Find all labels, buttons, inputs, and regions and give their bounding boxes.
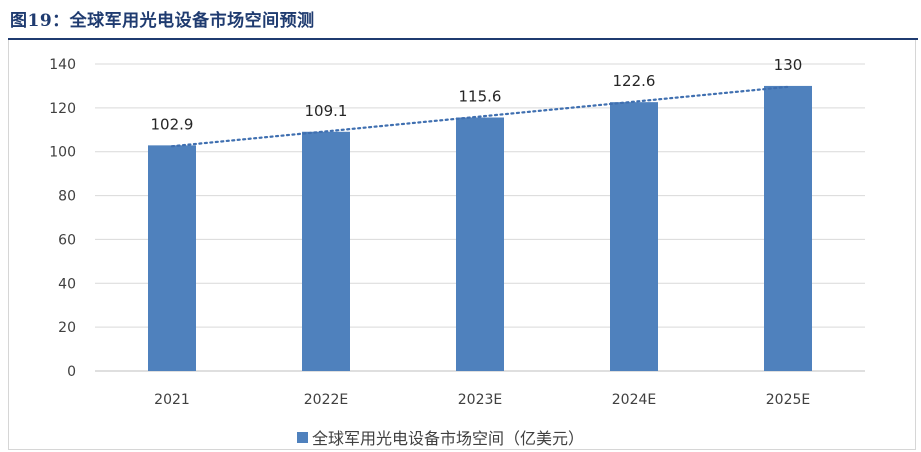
x-axis-ticks: 2021 2022E 2023E 2024E 2025E: [154, 392, 810, 408]
bar: [764, 85, 812, 371]
bar: [610, 102, 658, 372]
x-tick-label: 2022E: [304, 392, 348, 408]
bar-value-label: 130: [774, 56, 803, 74]
x-tick-label: 2023E: [458, 392, 502, 408]
legend-label: 全球军用光电设备市场空间（亿美元）: [312, 429, 585, 448]
y-tick-label: 100: [49, 145, 76, 161]
y-tick-label: 140: [49, 57, 76, 73]
bar: [148, 145, 196, 371]
title-rule: [8, 38, 918, 40]
legend-swatch: [297, 431, 308, 443]
figure-title: 图19：全球军用光电设备市场空间预测: [10, 11, 315, 31]
data-labels: 102.9 109.1 115.6 122.6 130: [151, 56, 803, 133]
x-tick-label: 2021: [154, 392, 190, 408]
x-tick-label: 2025E: [766, 392, 810, 408]
y-tick-label: 60: [58, 232, 76, 248]
bars: [148, 85, 812, 372]
y-tick-label: 0: [67, 364, 76, 380]
y-tick-label: 120: [49, 101, 76, 117]
bar: [302, 131, 350, 371]
bar-value-label: 115.6: [459, 88, 502, 106]
bar-value-label: 109.1: [305, 102, 348, 120]
trendline-layer: [170, 85, 790, 148]
y-tick-label: 80: [58, 189, 76, 205]
bar-value-label: 102.9: [151, 115, 194, 133]
trendline: [170, 85, 790, 148]
y-tick-label: 40: [58, 276, 76, 292]
y-axis-ticks: 0 20 40 60 80 100 120 140: [49, 57, 76, 380]
x-tick-label: 2024E: [612, 392, 656, 408]
chart-frame: [8, 40, 916, 450]
y-tick-label: 20: [58, 320, 76, 336]
legend: 全球军用光电设备市场空间（亿美元）: [297, 425, 584, 449]
bar-value-label: 122.6: [613, 72, 656, 90]
bar: [456, 117, 504, 372]
